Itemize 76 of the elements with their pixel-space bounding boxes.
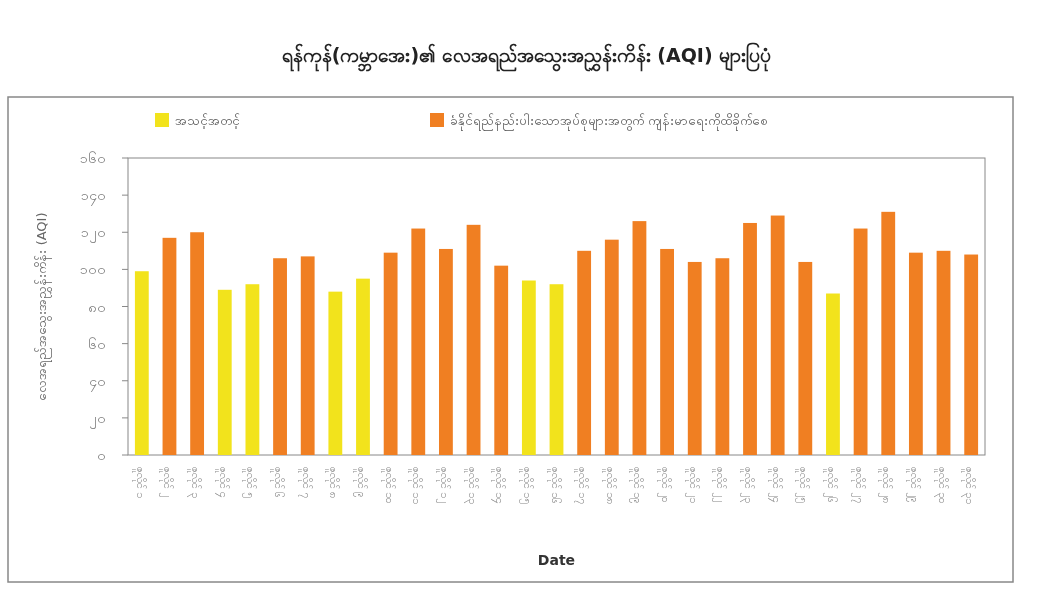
x-tick-label: ဇူလိုင် ၂၈ bbox=[878, 467, 894, 504]
y-tick-label: ၀ bbox=[97, 447, 106, 463]
x-axis-title: Date bbox=[537, 552, 576, 568]
bar bbox=[439, 248, 453, 455]
y-tick-label: ၁၀၀ bbox=[80, 261, 106, 278]
bar bbox=[770, 215, 785, 455]
y-tick-label: ၄၀ bbox=[89, 372, 106, 392]
bar bbox=[383, 252, 398, 455]
x-tick-label: ဇူလိုင် ၃ bbox=[187, 467, 203, 499]
x-tick-label: ဇူလိုင် ၁၇ bbox=[574, 467, 590, 505]
bar bbox=[798, 261, 813, 455]
x-tick-label: ဇူလိုင် ၁၆ bbox=[546, 467, 562, 505]
bar bbox=[826, 293, 840, 455]
bar bbox=[936, 250, 951, 455]
bar bbox=[632, 221, 647, 455]
x-tick-label: ဇူလိုင် ၆ bbox=[270, 467, 286, 499]
bar bbox=[162, 237, 177, 455]
x-tick-label: ဇူလိုင် ၃၁ bbox=[961, 467, 977, 505]
y-axis-title: လေအရည်အသွေးအညွှန်းကိန်း (AQI) bbox=[34, 212, 52, 401]
x-tick-label: ဇူလိုင် ၂၂ bbox=[712, 467, 728, 503]
x-tick-label: ဇူလိုင် ၁၂ bbox=[435, 467, 451, 504]
x-tick-label: ဇူလိုင် ၉ bbox=[352, 467, 368, 498]
x-tick-label: ဇူလိုင် ၂၁ bbox=[684, 467, 700, 504]
bar bbox=[356, 278, 370, 455]
bar bbox=[521, 280, 536, 455]
x-tick-label: ဇူလိုင် ၂၉ bbox=[905, 467, 921, 503]
bar bbox=[273, 258, 287, 455]
legend-label: ခံနိုင်ရည်နည်းပါးသောအုပ်စုများအတွက် ကျန်းမာရေးကိုထိခိုက်စေ bbox=[450, 113, 769, 131]
legend-label: အသင့်အတင့် bbox=[175, 113, 240, 129]
y-tick-label: ၆၀ bbox=[88, 335, 106, 352]
x-tick-label: ဇူလိုင် ၂၄ bbox=[767, 467, 783, 504]
x-tick-label: ဇူလိုင် ၁၉ bbox=[629, 467, 645, 504]
x-tick-label: ဇူလိုင် ၁၅ bbox=[518, 467, 534, 505]
bar bbox=[466, 224, 481, 455]
x-tick-label: ဇူလိုင် ၂၇ bbox=[850, 467, 866, 504]
x-tick-label: ဇူလိုင် ၁၀ bbox=[380, 467, 396, 504]
x-tick-label: ဇူလိုင် ၂၅ bbox=[795, 467, 811, 504]
bar bbox=[881, 211, 896, 455]
x-tick-label: ဇူလိုင် ၁၄ bbox=[491, 467, 507, 505]
x-tick-label: ဇူလိုင် ၈ bbox=[325, 467, 341, 499]
bar bbox=[715, 258, 730, 455]
bar bbox=[577, 250, 592, 455]
bar bbox=[245, 284, 260, 455]
x-tick-label: ဇူလိုင် ၁ bbox=[131, 467, 147, 499]
y-tick-label: ၁၂၀ bbox=[81, 224, 106, 244]
x-tick-label: ဇူလိုင် ၂၀ bbox=[657, 467, 673, 503]
bar bbox=[964, 254, 979, 455]
bar bbox=[190, 232, 205, 455]
chart-title: ရန်ကုန်(ကမ္ဘာအေး)၏ လေအရည်အသွေးအညွှန်းကိန်း (AQI) များပြပုံ bbox=[281, 42, 772, 72]
bar bbox=[217, 289, 232, 455]
x-tick-label: ဇူလိုင် ၄ bbox=[214, 467, 230, 499]
x-tick-label: ဇူလိုင် ၁၁ bbox=[408, 467, 424, 505]
y-tick-label: ၈၀ bbox=[88, 298, 106, 315]
x-tick-label: ဇူလိုင် ၅ bbox=[242, 467, 258, 499]
x-tick-label: ဇူလိုင် ၂၆ bbox=[822, 467, 838, 504]
bar bbox=[604, 239, 619, 455]
bar bbox=[328, 291, 343, 455]
bar bbox=[549, 284, 564, 455]
x-tick-label: ဇူလိုင် ၁၃ bbox=[463, 467, 479, 505]
x-tick-label: ဇူလိုင် ၇ bbox=[297, 467, 313, 499]
bar bbox=[660, 248, 674, 455]
bar bbox=[743, 222, 757, 455]
x-tick-label: ဇူလိုင် ၂၃ bbox=[740, 467, 756, 504]
bar bbox=[411, 228, 426, 455]
bar bbox=[494, 265, 509, 455]
x-tick-label: ဇူလိုင် ၃၀ bbox=[933, 467, 949, 504]
y-tick-label: ၁၄၀ bbox=[81, 187, 106, 207]
bar bbox=[687, 261, 702, 455]
x-tick-label: ဇူလိုင် ၁၈ bbox=[601, 467, 617, 505]
y-tick-label: ၁၆၀ bbox=[80, 150, 106, 166]
y-tick-label: ၂၀ bbox=[89, 409, 106, 429]
bar bbox=[134, 271, 149, 455]
bar bbox=[908, 252, 923, 455]
x-tick-label: ဇူလိုင် ၂ bbox=[159, 467, 175, 498]
bar bbox=[853, 228, 868, 455]
bar bbox=[300, 256, 315, 455]
